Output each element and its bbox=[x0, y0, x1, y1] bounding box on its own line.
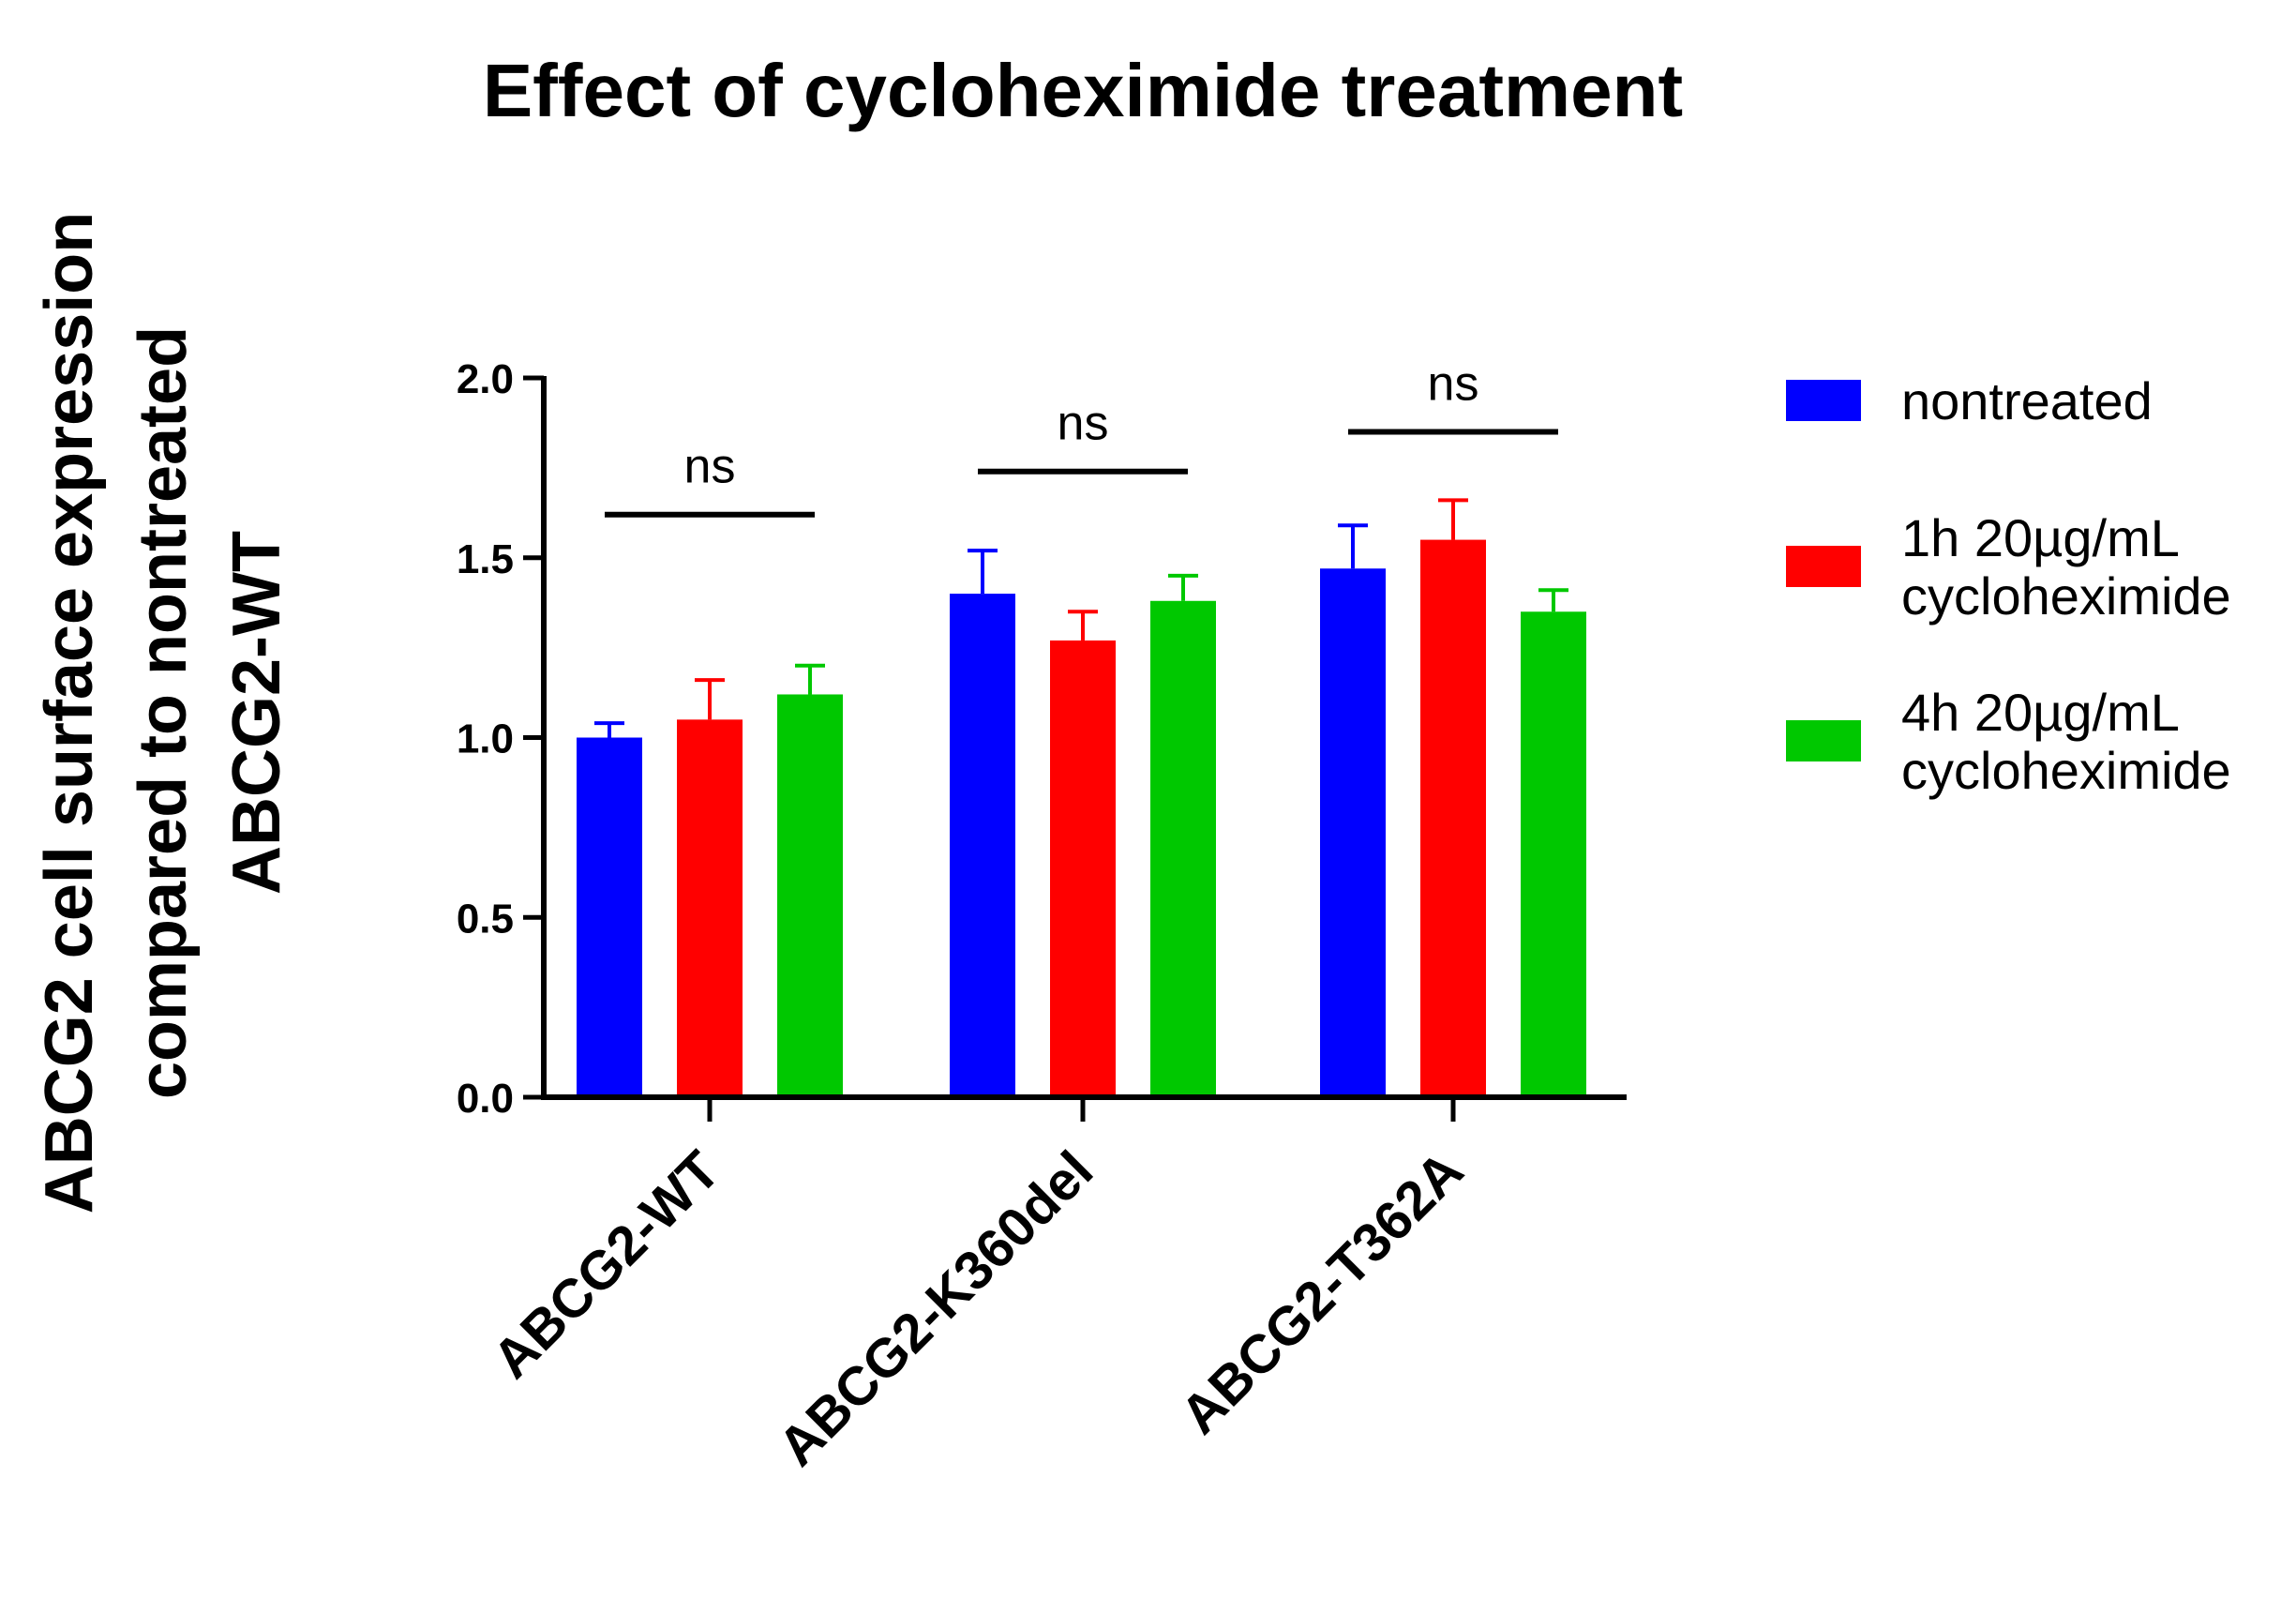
legend-label: cycloheximide bbox=[1901, 741, 2231, 800]
significance-label: ns bbox=[1428, 357, 1479, 412]
error-bar bbox=[1338, 523, 1368, 569]
bar-1h-ABCG2-T362A bbox=[1420, 539, 1486, 1097]
y-axis-label-line: ABCG2 cell surface expression bbox=[32, 212, 107, 1214]
significance-label: ns bbox=[684, 440, 736, 494]
x-category-label: ABCG2-K360del bbox=[767, 1139, 1104, 1477]
bar-4h-ABCG2-WT bbox=[777, 694, 843, 1097]
bar-nontreated-ABCG2-K360del bbox=[950, 594, 1015, 1097]
error-bar bbox=[695, 678, 725, 720]
y-tick-label: 0.0 bbox=[457, 1076, 514, 1122]
y-tick-label: 1.0 bbox=[457, 716, 514, 762]
y-axis-label: ABCG2 cell surface expression compared to… bbox=[32, 212, 294, 1214]
y-tick-label: 0.5 bbox=[457, 896, 514, 942]
error-bar bbox=[1538, 588, 1568, 612]
y-axis-label-line: ABCG2-WT bbox=[219, 531, 294, 895]
bar-1h-ABCG2-WT bbox=[677, 719, 743, 1097]
legend-label: 1h 20µg/mL bbox=[1901, 508, 2180, 567]
x-category-label: ABCG2-T362A bbox=[1169, 1139, 1475, 1445]
plot-area: 0.0 0.5 1.0 1.5 2.0 ABCG2-WT ABCG2-K360del ABCG… bbox=[457, 356, 1627, 1478]
legend-entry: nontreated bbox=[1786, 371, 2153, 430]
legend-label: 4h 20µg/mL bbox=[1901, 683, 2180, 742]
bar-nontreated-ABCG2-T362A bbox=[1320, 568, 1386, 1097]
y-axis-label-line: compared to nontreated bbox=[126, 326, 201, 1099]
y-tick-label: 1.5 bbox=[457, 536, 514, 582]
error-bar bbox=[968, 549, 998, 595]
error-bar bbox=[1438, 498, 1468, 540]
legend-swatch bbox=[1786, 380, 1861, 421]
significance-label: ns bbox=[1058, 397, 1109, 451]
legend-swatch bbox=[1786, 720, 1861, 761]
legend-swatch bbox=[1786, 546, 1861, 587]
error-bar bbox=[1068, 610, 1098, 641]
error-bar bbox=[795, 663, 825, 695]
legend-label: cycloheximide bbox=[1901, 566, 2231, 626]
y-tick-label: 2.0 bbox=[457, 356, 514, 402]
bar-4h-ABCG2-K360del bbox=[1150, 600, 1216, 1097]
error-bar bbox=[594, 721, 624, 738]
error-bar bbox=[1168, 573, 1198, 601]
chart-title: Effect of cycloheximide treatment bbox=[483, 49, 1683, 132]
bar-1h-ABCG2-K360del bbox=[1050, 640, 1116, 1097]
bar-4h-ABCG2-T362A bbox=[1521, 611, 1586, 1097]
x-category-label: ABCG2-WT bbox=[481, 1139, 731, 1390]
bar-nontreated-ABCG2-WT bbox=[577, 737, 642, 1097]
legend-label: nontreated bbox=[1901, 371, 2153, 430]
